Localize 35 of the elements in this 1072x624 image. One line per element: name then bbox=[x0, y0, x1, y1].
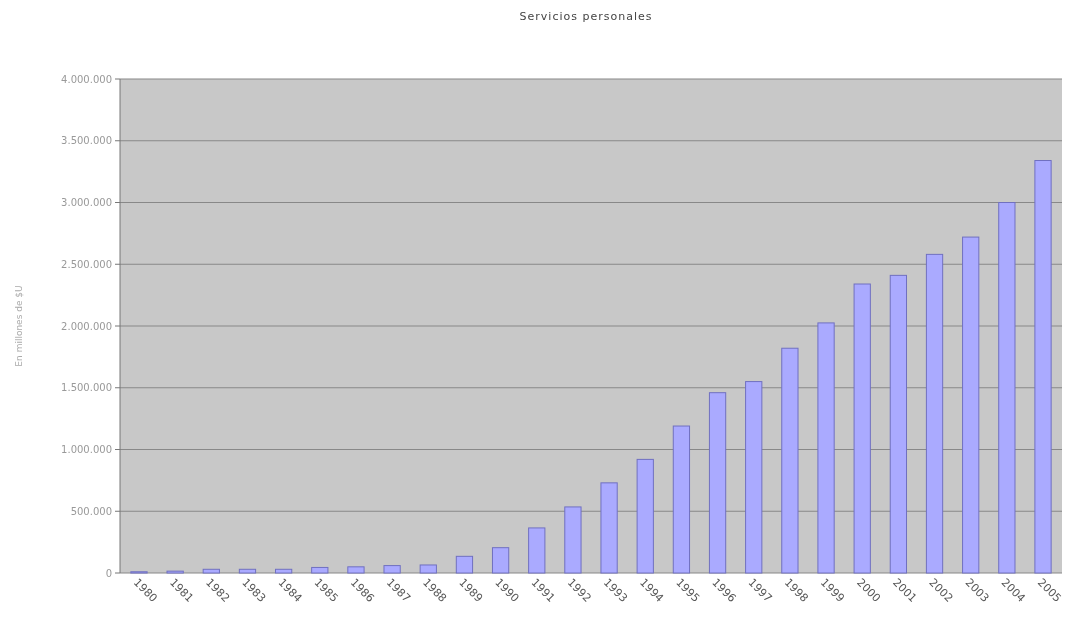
bar bbox=[817, 322, 835, 574]
bar bbox=[202, 568, 220, 574]
y-tick-label: 3.000.000 bbox=[61, 197, 112, 208]
y-tick-label: 2.000.000 bbox=[61, 320, 112, 332]
y-tick-label: 4.000.000 bbox=[61, 73, 112, 85]
y-tick-label: 1.000.000 bbox=[61, 444, 112, 455]
bar bbox=[274, 568, 293, 574]
bar bbox=[636, 458, 654, 574]
bar bbox=[311, 566, 329, 574]
bar bbox=[238, 568, 257, 574]
y-tick-label: 2.500.000 bbox=[61, 258, 112, 270]
bar bbox=[745, 381, 763, 574]
bar bbox=[925, 253, 944, 574]
bar bbox=[600, 482, 618, 574]
chart-title: Servicios personales bbox=[519, 10, 653, 23]
y-tick-label: 500.000 bbox=[70, 505, 112, 517]
bar bbox=[419, 564, 437, 574]
y-tick-label: 3.500.000 bbox=[61, 135, 112, 147]
bar bbox=[781, 347, 799, 574]
bar bbox=[672, 425, 691, 574]
y-tick-label: 1.500.000 bbox=[61, 382, 112, 394]
bar bbox=[455, 555, 474, 574]
bar bbox=[708, 392, 727, 574]
bar bbox=[962, 236, 980, 574]
bar bbox=[564, 506, 582, 574]
bar bbox=[491, 547, 510, 574]
bar bbox=[853, 283, 871, 574]
bar bbox=[528, 527, 546, 574]
bar bbox=[347, 566, 365, 574]
bar bbox=[889, 274, 908, 574]
y-tick-label: 0 bbox=[105, 567, 112, 579]
bar bbox=[1034, 160, 1052, 574]
y-axis-title: En millones de $U bbox=[14, 285, 24, 367]
bar bbox=[383, 565, 401, 574]
bar bbox=[998, 202, 1016, 574]
